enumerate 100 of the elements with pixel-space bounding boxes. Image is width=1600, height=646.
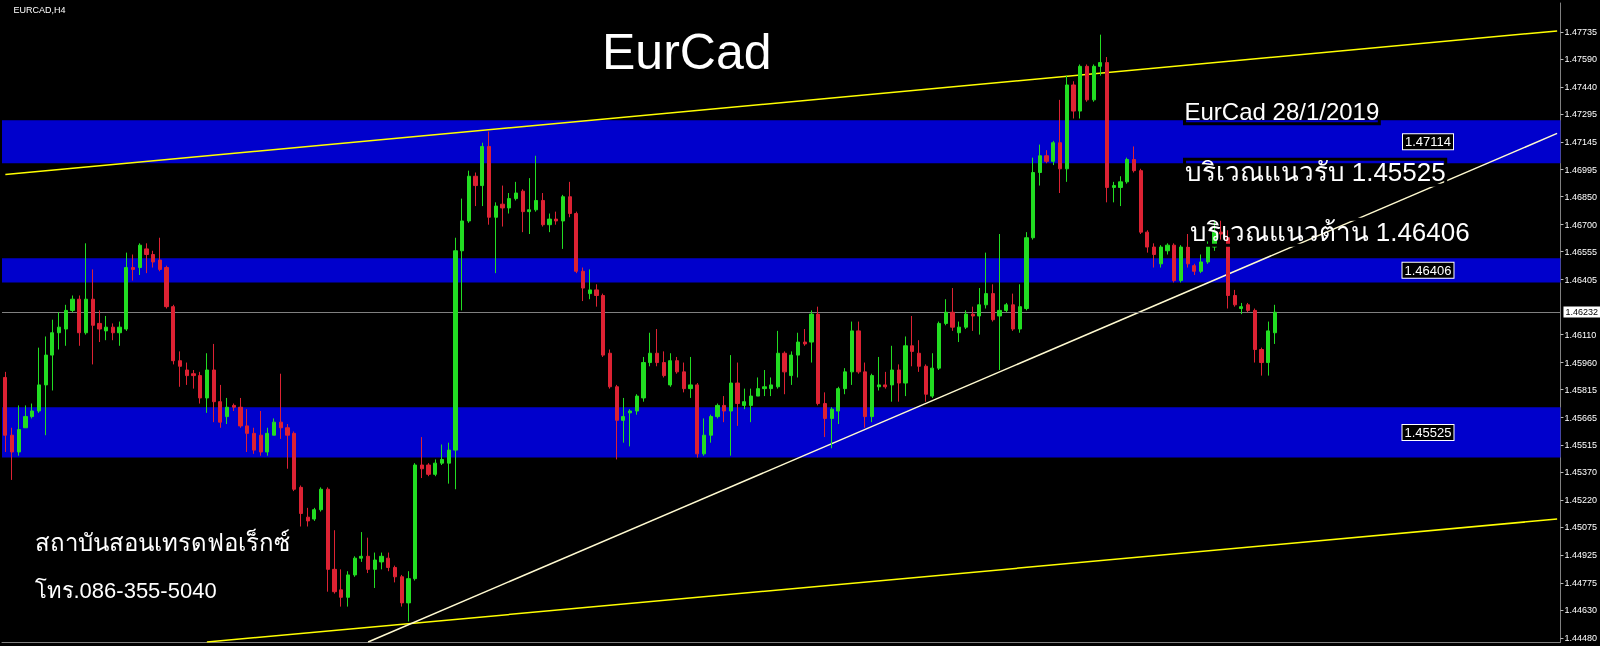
y-tick-label: 1.46700 — [1564, 219, 1598, 230]
candlestick — [803, 328, 807, 347]
candlestick — [178, 350, 182, 388]
candlestick — [1118, 175, 1123, 207]
candlestick — [77, 294, 81, 347]
candlestick — [897, 363, 901, 403]
candlestick — [205, 352, 209, 414]
candlestick — [1165, 242, 1170, 255]
candlestick — [400, 574, 404, 608]
candlestick — [581, 267, 585, 302]
candlestick — [917, 339, 921, 373]
y-tick-label: 1.45960 — [1564, 357, 1598, 368]
y-tick-label: 1.47590 — [1564, 53, 1598, 64]
candlestick — [1246, 302, 1250, 313]
candlestick — [964, 309, 968, 330]
candlestick — [326, 486, 330, 593]
candlestick — [836, 386, 840, 425]
candlestick — [601, 293, 605, 358]
candlestick — [554, 211, 558, 226]
y-tick-label: 1.46405 — [1564, 274, 1598, 285]
candlestick — [1192, 263, 1196, 276]
candlestick — [1065, 75, 1069, 183]
candlestick — [823, 391, 827, 438]
candlestick — [756, 376, 760, 397]
candlestick — [3, 371, 7, 453]
candlestick — [830, 406, 834, 449]
candlestick — [151, 250, 155, 269]
candlestick — [185, 362, 189, 386]
candlestick — [655, 328, 659, 367]
y-tick-label: 1.45665 — [1564, 412, 1598, 423]
y-tick-label: 1.44480 — [1564, 633, 1598, 644]
candlestick — [641, 356, 646, 403]
y-tick-label: 1.46110 — [1564, 329, 1597, 340]
candlestick — [1031, 157, 1035, 241]
candlestick — [97, 309, 102, 343]
candlestick — [473, 172, 478, 207]
candlestick — [735, 362, 740, 427]
annotation: บริเวณแนวรับ 1.45525 — [1184, 157, 1446, 188]
candlestick — [635, 393, 639, 416]
y-tick-label: 1.47295 — [1564, 108, 1598, 119]
candlestick — [1058, 99, 1062, 194]
candlestick — [164, 265, 169, 310]
candlestick — [695, 382, 699, 459]
candlestick — [191, 369, 196, 390]
candlestick — [507, 192, 511, 215]
candlestick — [749, 388, 753, 423]
candlestick — [1085, 63, 1089, 103]
candlestick — [662, 350, 666, 378]
candlestick — [292, 430, 296, 492]
candlestick — [782, 350, 787, 395]
candlestick — [957, 321, 961, 343]
y-tick-label: 1.45370 — [1564, 467, 1598, 478]
candlestick — [238, 397, 243, 429]
candlestick — [856, 321, 861, 375]
y-tick-label: 1.47145 — [1564, 136, 1598, 147]
candlestick — [1038, 144, 1042, 187]
y-tick-label: 1.46850 — [1564, 191, 1598, 202]
candlestick — [158, 237, 162, 272]
candlestick — [124, 252, 128, 332]
candlestick — [272, 417, 276, 436]
candlestick — [809, 309, 814, 364]
candlestick — [30, 403, 34, 419]
candlestick — [702, 417, 706, 457]
y-tick-label: 1.44925 — [1564, 550, 1598, 561]
candlestick — [991, 283, 995, 323]
candlestick — [1186, 233, 1190, 269]
candlestick — [688, 356, 693, 399]
candlestick — [252, 427, 256, 455]
candlestick — [1132, 145, 1136, 174]
candlestick — [420, 436, 424, 479]
y-tick-label: 1.45815 — [1564, 384, 1598, 395]
candlestick — [514, 181, 518, 201]
candlestick — [675, 356, 679, 375]
candlestick — [232, 403, 236, 412]
candlestick — [117, 321, 122, 347]
candlestick — [138, 242, 142, 276]
candlestick — [433, 458, 437, 477]
candlestick — [1179, 244, 1183, 283]
candlestick — [910, 315, 914, 367]
candlestick — [379, 552, 384, 570]
candlestick — [299, 485, 303, 527]
candlestick — [386, 552, 390, 572]
candlestick — [1044, 149, 1049, 164]
candlestick — [615, 384, 619, 460]
candlestick — [44, 335, 48, 436]
candlestick — [225, 397, 229, 425]
band-label: 1.47114 — [1404, 134, 1452, 150]
candlestick — [944, 298, 948, 326]
candlestick — [850, 321, 854, 386]
candlestick — [306, 507, 310, 527]
candlestick — [467, 170, 471, 224]
candlestick — [500, 185, 505, 228]
y-tick-label: 1.46995 — [1564, 164, 1598, 175]
candlestick — [1092, 63, 1096, 103]
candlestick — [1233, 289, 1237, 308]
candlestick — [285, 423, 290, 470]
candlestick — [406, 570, 411, 623]
y-tick-label: 1.47440 — [1564, 81, 1598, 92]
candlestick — [863, 362, 867, 429]
candlestick — [769, 376, 773, 397]
